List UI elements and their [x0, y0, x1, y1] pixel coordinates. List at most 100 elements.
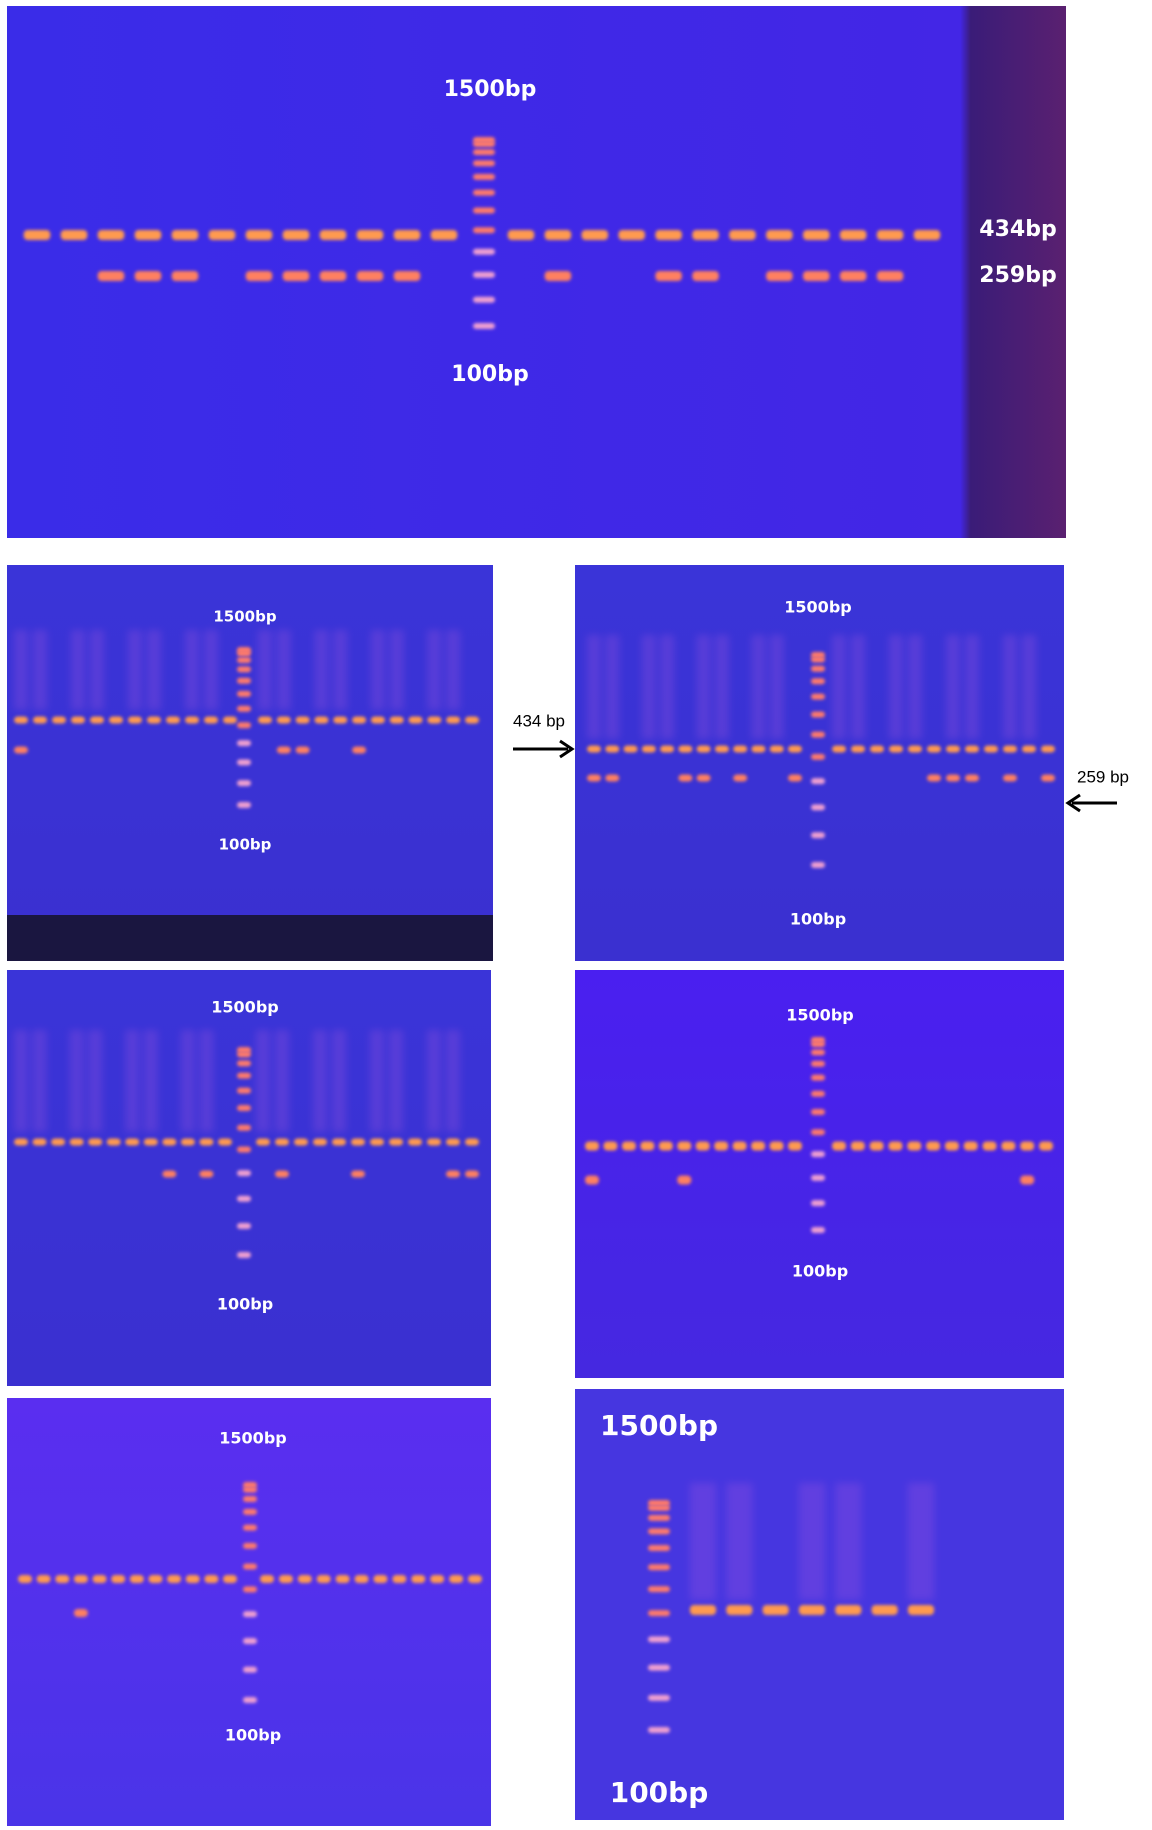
ladder-band: [811, 665, 825, 672]
band: [51, 1138, 66, 1146]
band: [333, 716, 348, 724]
ladder-bottom-label: 100bp: [610, 1776, 709, 1809]
band: [430, 230, 458, 240]
band: [134, 230, 162, 240]
ladder-band: [811, 1227, 825, 1233]
band: [965, 745, 979, 753]
band: [204, 716, 218, 724]
ladder-band: [811, 1074, 825, 1081]
band: [587, 745, 601, 753]
band: [788, 774, 802, 782]
band: [982, 1141, 997, 1151]
band: [199, 1138, 214, 1146]
band: [260, 1575, 274, 1583]
ladder-band: [473, 296, 495, 303]
ladder-band: [648, 1610, 670, 1617]
ladder-band: [473, 227, 495, 234]
ladder-band: [243, 1542, 257, 1549]
gel-edge: [7, 915, 493, 961]
lane-smear: [769, 635, 784, 739]
band: [692, 271, 719, 281]
ladder-band: [237, 780, 251, 787]
band: [655, 271, 682, 281]
band: [282, 271, 310, 281]
ladder-band: [473, 248, 495, 255]
band: [696, 745, 711, 753]
band: [208, 230, 236, 240]
band: [14, 746, 28, 754]
band: [587, 774, 601, 782]
band: [850, 1141, 865, 1151]
band: [129, 1575, 144, 1583]
band: [689, 1605, 717, 1615]
band: [356, 271, 384, 281]
band: [276, 746, 291, 754]
band: [871, 1605, 898, 1615]
band: [446, 1138, 460, 1146]
band: [678, 745, 693, 753]
ladder-top-label: 1500bp: [213, 608, 276, 626]
band: [714, 745, 729, 753]
band: [180, 1138, 195, 1146]
lane-smear: [33, 630, 47, 710]
ladder-band: [237, 650, 251, 657]
lane-smear: [851, 635, 865, 739]
band: [621, 1141, 636, 1151]
band: [766, 271, 793, 281]
ladder-band: [811, 832, 825, 839]
band: [167, 1575, 182, 1583]
lane-smear: [143, 1030, 158, 1132]
band: [430, 1575, 445, 1583]
ladder-band: [473, 271, 495, 278]
lane-smear: [313, 1030, 327, 1132]
lane-smear: [1003, 635, 1017, 739]
band: [963, 1141, 978, 1151]
lane-smear: [696, 635, 711, 739]
ladder-band: [811, 1174, 825, 1181]
ladder-band: [237, 1072, 251, 1079]
ladder-band: [811, 1049, 825, 1056]
band: [97, 271, 125, 281]
band: [71, 716, 85, 724]
annotations: 434 bp 259 bp: [513, 711, 1129, 813]
band: [408, 716, 423, 724]
ladder-band: [648, 1564, 670, 1571]
ladder-band: [811, 731, 825, 738]
band: [465, 1170, 479, 1178]
ladder-bottom-label: 100bp: [225, 1726, 281, 1745]
band-label: 434bp: [979, 217, 1056, 242]
lane-smear: [314, 630, 329, 710]
band: [14, 1138, 28, 1146]
band: [465, 1138, 479, 1146]
lane-smear: [14, 630, 28, 710]
band: [223, 1575, 237, 1583]
ladder-band: [237, 1051, 251, 1058]
ladder-band: [811, 1129, 825, 1136]
lane-smear: [370, 630, 385, 710]
ladder-band: [648, 1636, 670, 1643]
band: [245, 230, 273, 240]
band: [97, 230, 125, 240]
ladder-band: [237, 802, 251, 808]
band: [1020, 1141, 1035, 1151]
ladder-bottom-label: 100bp: [217, 1295, 273, 1314]
band: [134, 271, 162, 281]
band: [889, 745, 903, 753]
band: [544, 230, 572, 240]
ladder-band: [237, 740, 251, 747]
band: [965, 774, 979, 782]
band: [314, 716, 329, 724]
band: [352, 746, 367, 754]
ladder-band: [473, 149, 495, 156]
band: [869, 1141, 884, 1151]
band: [908, 745, 922, 753]
ladder-band: [648, 1500, 670, 1506]
lane-smear: [427, 1030, 441, 1132]
band: [294, 1138, 308, 1146]
lane-smear: [14, 1030, 28, 1132]
lane-smear: [908, 635, 922, 739]
lane-smear: [660, 635, 675, 739]
ladder-band: [811, 862, 825, 868]
lane-smear: [751, 635, 766, 739]
band: [393, 271, 421, 281]
